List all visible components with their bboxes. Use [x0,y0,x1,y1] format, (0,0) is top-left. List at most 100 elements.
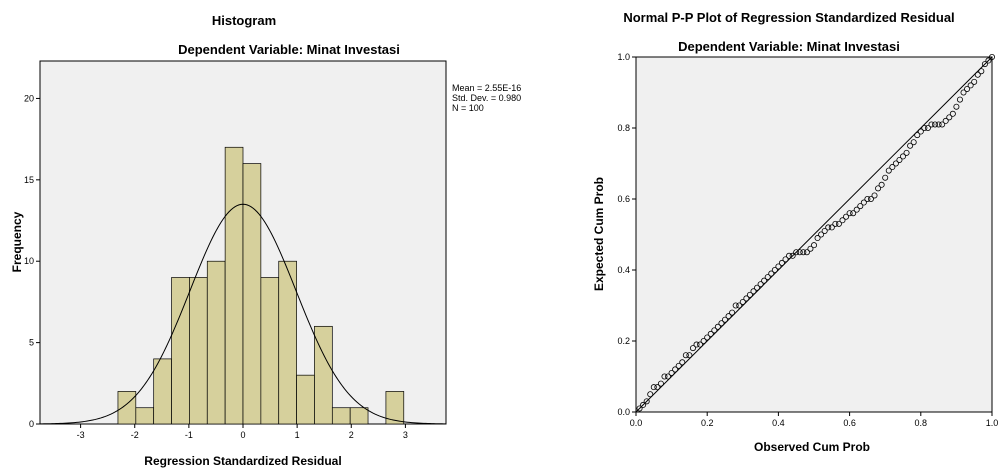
pp-point [942,117,949,124]
pp-point [821,227,828,234]
histogram-bar [296,374,315,425]
pp-point [900,153,907,160]
histogram-bar [331,407,351,425]
pp-point [811,242,818,249]
pp-point [896,156,903,163]
pp-point [828,224,835,231]
pp-point [722,316,729,323]
pp-point [939,121,946,128]
pp-point [718,320,725,327]
pp-point [832,220,839,227]
pp-point [665,373,672,380]
histogram-stat-mean: Mean = 2.55E-16 [452,83,521,93]
pp-point [956,96,963,103]
pp-point [679,359,686,366]
histogram-x-axis-label: Regression Standardized Residual [144,454,341,468]
histogram-x-ticks: -3 -2 -1 0 1 2 3 [77,424,408,440]
pp-point [771,266,778,273]
pp-point [946,114,953,121]
pp-y-axis-label: Expected Cum Prob [592,177,606,291]
pp-x-ticks: 0.0 0.2 0.4 0.6 0.8 1.0 [630,412,998,428]
histogram-x-tick-label: -2 [131,430,139,440]
pp-point [675,362,682,369]
histogram-bars [117,146,405,425]
histogram-bar [260,277,280,425]
pp-point [924,125,931,132]
histogram-bar [385,391,405,425]
histogram-bar [349,407,369,425]
histogram-bar [135,407,155,425]
pp-point [978,68,985,75]
histogram-bar [314,325,333,425]
pp-point [839,217,846,224]
pp-point [657,380,664,387]
pp-point [985,57,992,64]
histogram-bar [189,277,208,425]
pp-point [917,128,924,135]
pp-y-tick-label: 0.6 [617,194,630,204]
pp-plot-subtitle: Dependent Variable: Minat Investasi [678,39,900,54]
pp-point [661,373,668,380]
pp-point [864,195,871,202]
pp-point [932,121,939,128]
pp-point [974,71,981,78]
histogram-x-tick-label: -1 [185,430,193,440]
pp-point [750,288,757,295]
pp-y-tick-label: 0.2 [617,336,630,346]
pp-point [732,302,739,309]
pp-point [707,330,714,337]
pp-x-tick-label: 0.2 [701,418,714,428]
pp-x-tick-label: 0.8 [915,418,928,428]
pp-point [928,121,935,128]
histogram-y-axis-label: Frequency [10,211,24,272]
pp-point [964,85,971,92]
pp-point [885,167,892,174]
histogram-y-tick-label: 15 [24,175,34,185]
pp-point [807,245,814,252]
histogram-stat-sd: Std. Dev. = 0.980 [452,93,521,103]
pp-point [907,142,914,149]
normal-curve [39,203,447,425]
histogram-x-tick-label: 0 [240,430,245,440]
histogram-y-tick-label: 5 [29,338,34,348]
histogram-chart: Histogram Dependent Variable: Minat Inve… [10,13,521,468]
pp-point [846,210,853,217]
pp-point [778,259,785,266]
pp-point [729,309,736,316]
histogram-stat-n: N = 100 [452,103,484,113]
histogram-bar [153,358,172,425]
histogram-x-tick-label: 2 [349,430,354,440]
pp-point [754,284,761,291]
pp-point [654,384,661,391]
pp-point [689,345,696,352]
pp-point [757,281,764,288]
pp-plot-chart: Normal P-P Plot of Regression Standardiz… [592,10,998,454]
pp-y-tick-label: 1.0 [617,52,630,62]
pp-point [814,235,821,242]
histogram-title: Histogram [212,13,276,28]
pp-point [860,199,867,206]
pp-point [743,295,750,302]
pp-point [775,263,782,270]
histogram-x-tick-label: 3 [403,430,408,440]
pp-point [914,132,921,139]
pp-point [736,302,743,309]
pp-point [981,61,988,68]
pp-point [800,249,807,256]
pp-point [971,78,978,85]
histogram-y-tick-label: 20 [24,93,34,103]
histogram-y-tick-label: 10 [24,256,34,266]
histogram-x-tick-label: 1 [295,430,300,440]
pp-point [853,206,860,213]
pp-point [989,54,996,61]
pp-point [878,181,885,188]
pp-point [739,298,746,305]
pp-point [700,337,707,344]
pp-point [636,405,643,412]
pp-point [935,121,942,128]
pp-point [704,334,711,341]
pp-point [889,164,896,171]
pp-point [725,313,732,320]
pp-point [650,384,657,391]
